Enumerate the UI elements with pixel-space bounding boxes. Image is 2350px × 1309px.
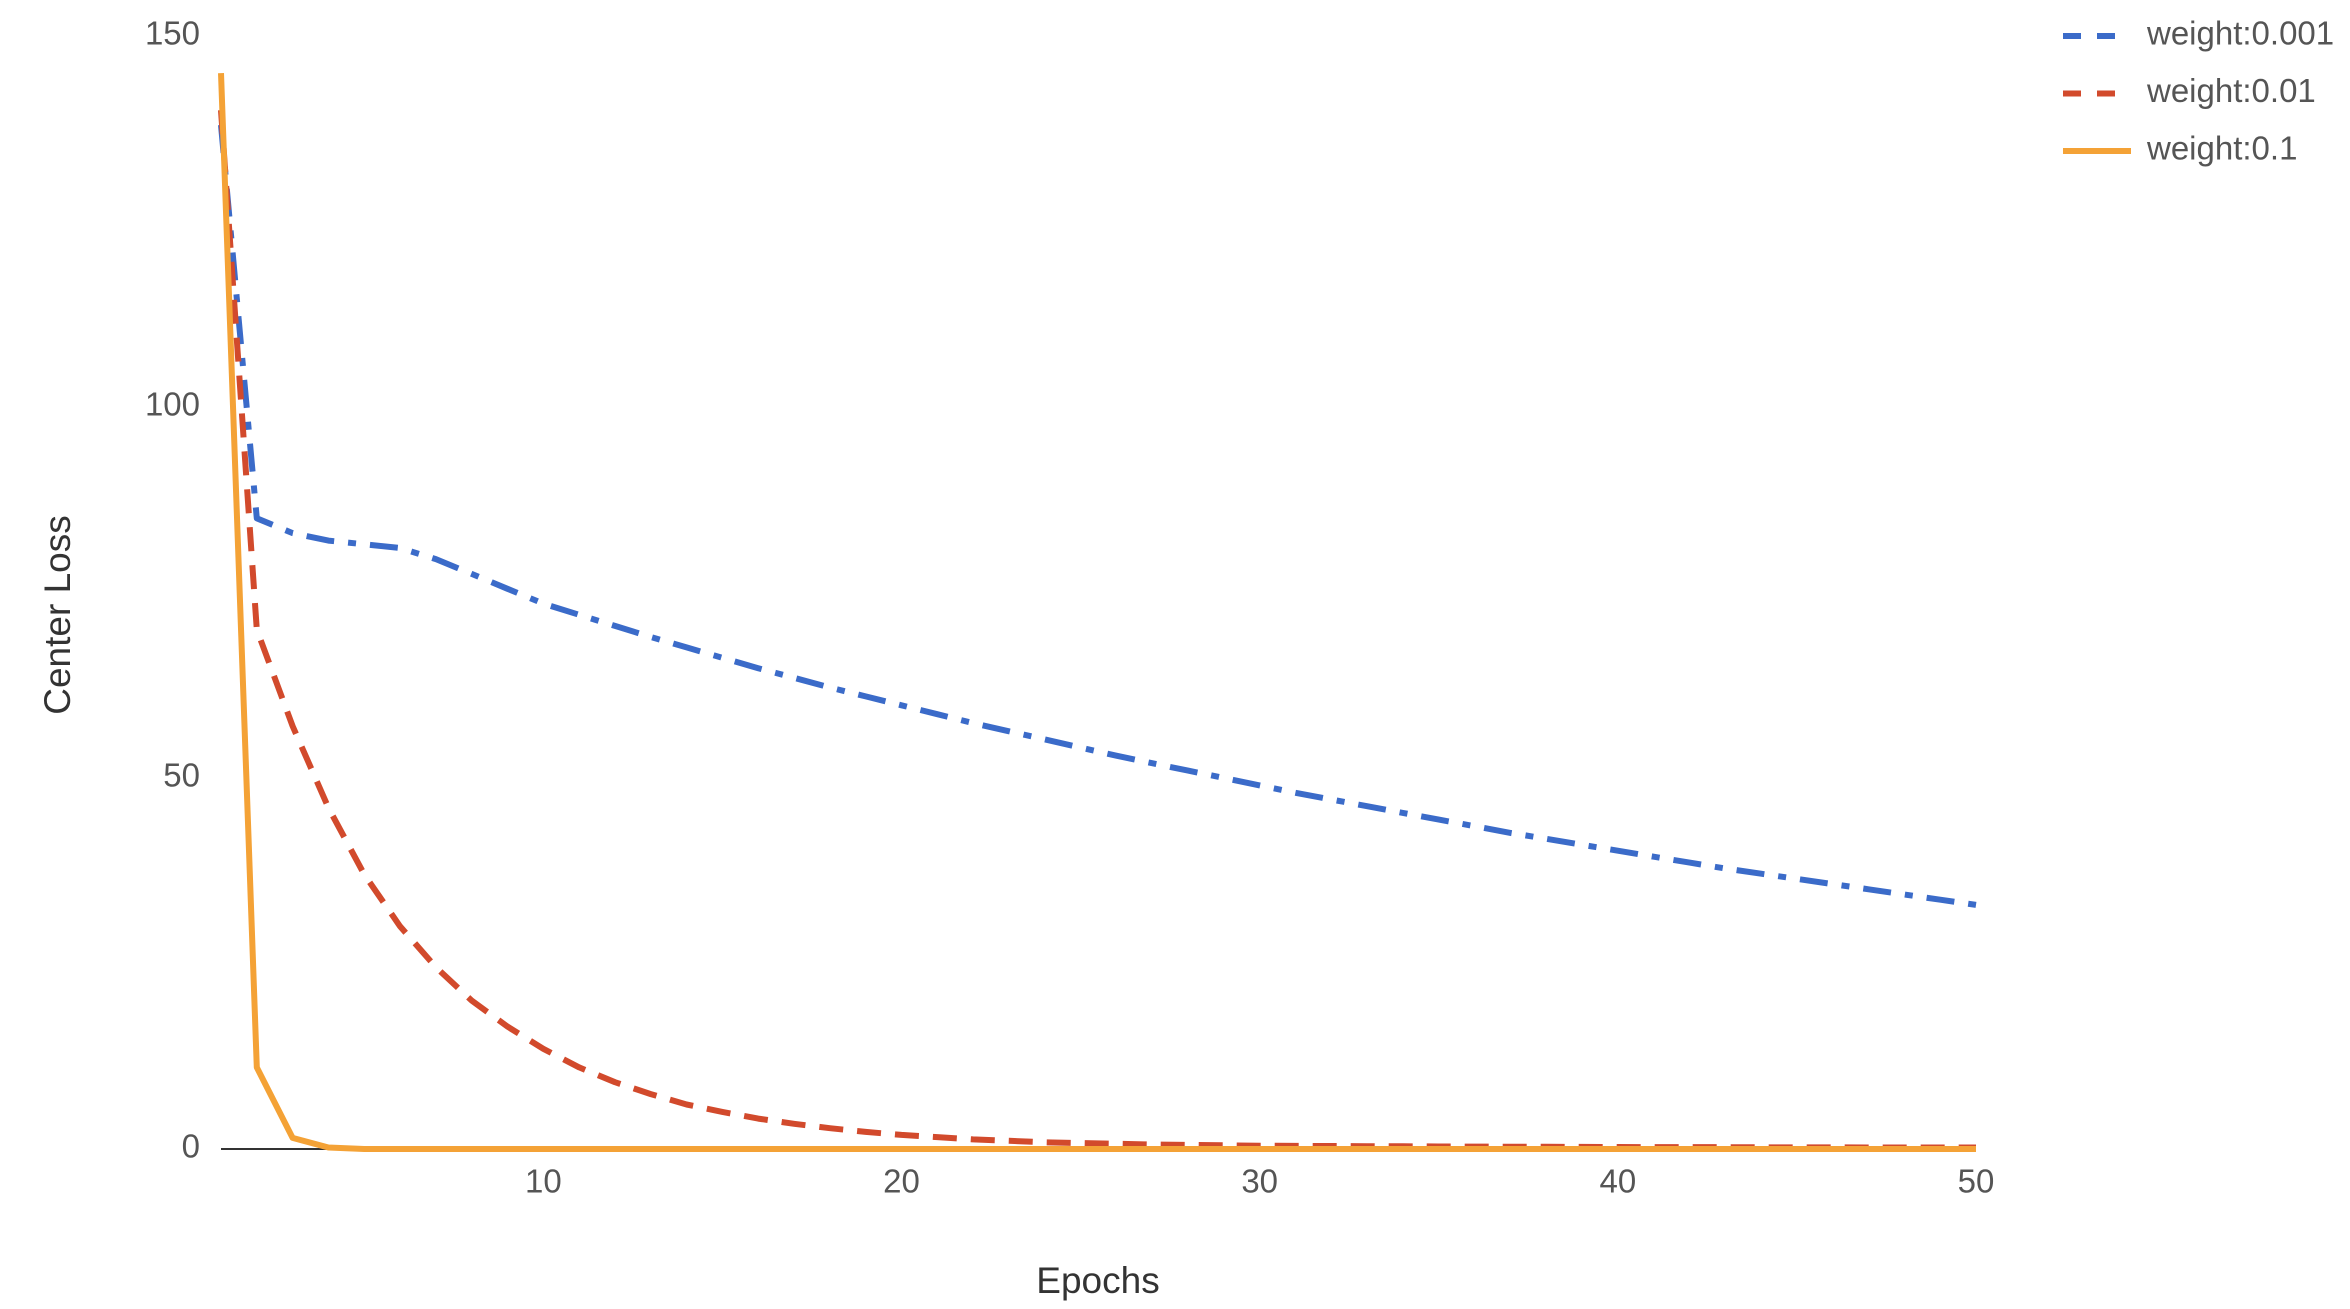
series-line — [218, 109, 1976, 1151]
legend-label: weight:0.001 — [2146, 15, 2334, 52]
x-tick-label: 50 — [1958, 1163, 1995, 1200]
x-tick-label: 10 — [525, 1163, 562, 1200]
x-tick-label: 20 — [883, 1163, 920, 1200]
y-axis-title: Center Loss — [37, 515, 78, 715]
y-tick-label: 50 — [163, 757, 200, 794]
legend-label: weight:0.01 — [2146, 72, 2316, 109]
x-tick-label: 30 — [1241, 1163, 1278, 1200]
x-axis-title: Epochs — [1036, 1260, 1159, 1301]
x-tick-label: 40 — [1599, 1163, 1636, 1200]
y-tick-label: 0 — [182, 1128, 200, 1165]
y-tick-label: 150 — [145, 15, 200, 52]
series-line — [218, 72, 1976, 1152]
series-line — [218, 124, 1977, 908]
y-tick-label: 100 — [145, 386, 200, 423]
legend-label: weight:0.1 — [2146, 130, 2297, 167]
